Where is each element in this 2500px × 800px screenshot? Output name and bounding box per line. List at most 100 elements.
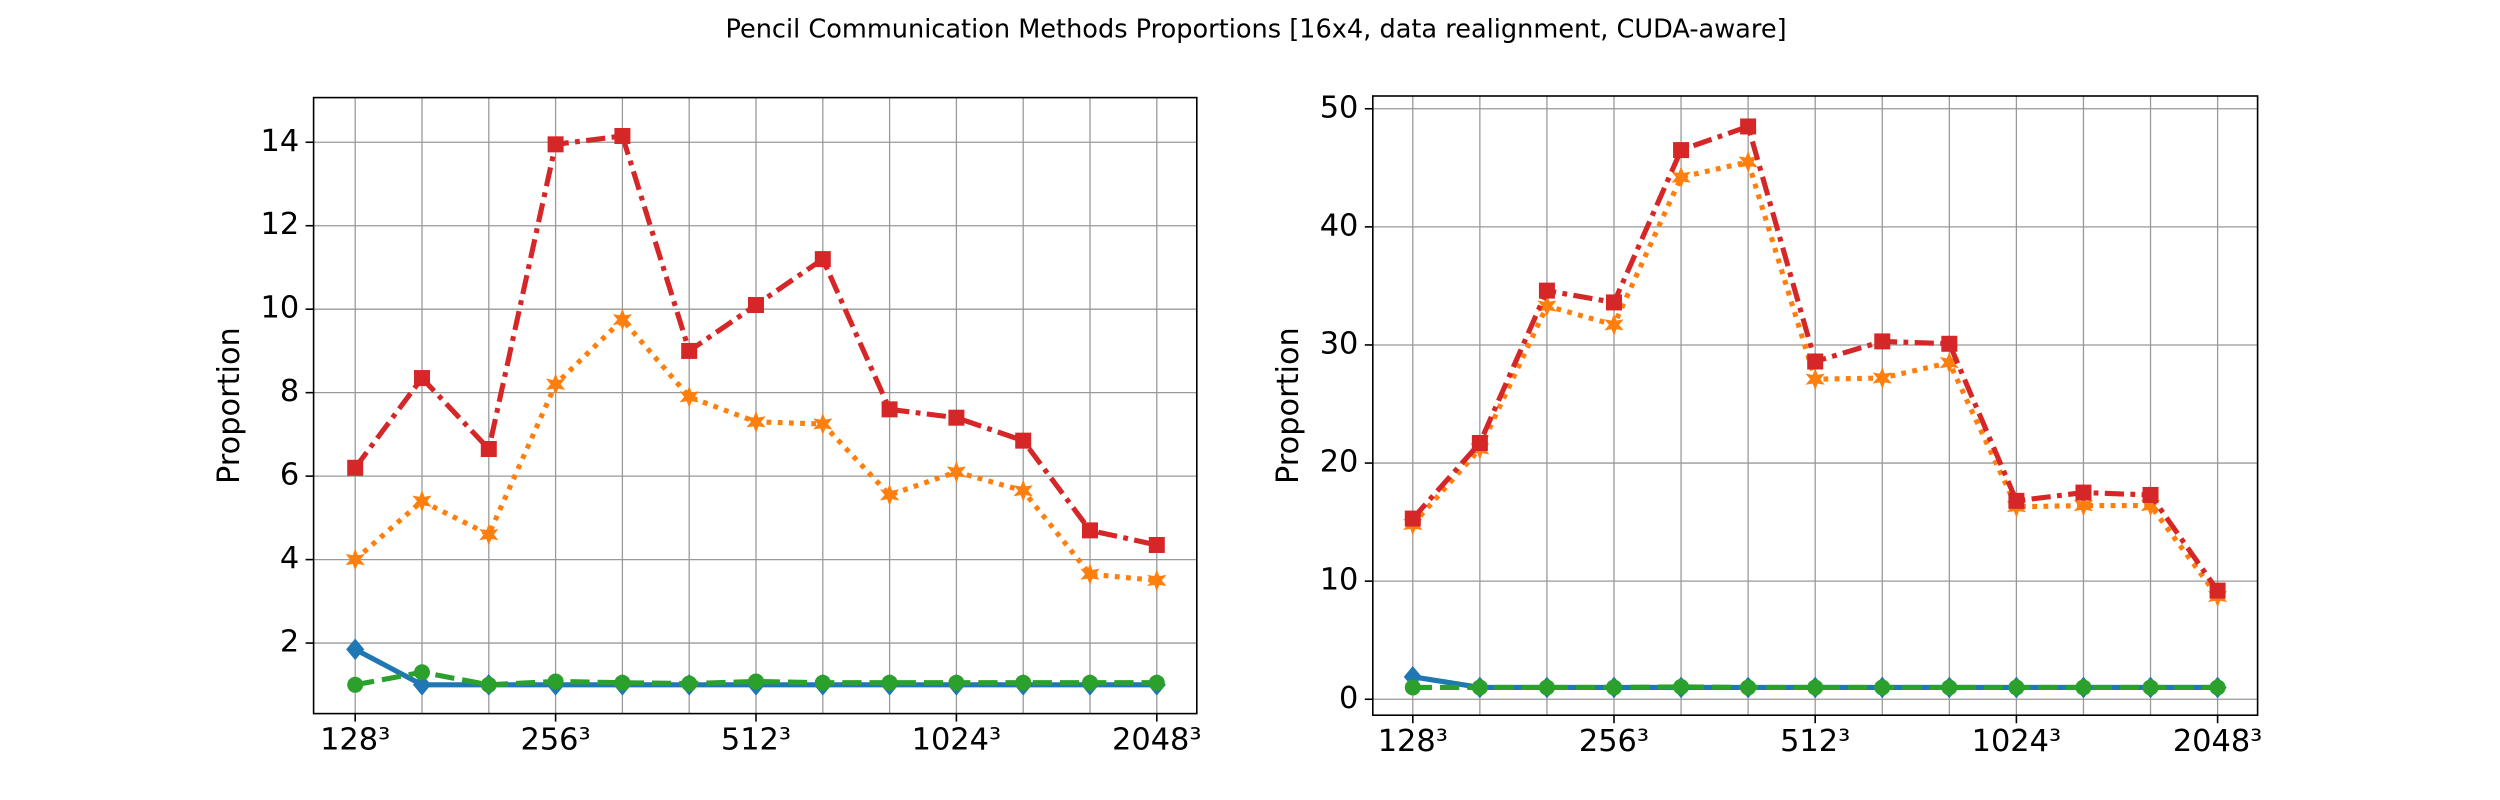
marker xyxy=(881,401,898,418)
x-tick-label: 2048³ xyxy=(2173,724,2263,759)
marker xyxy=(345,548,365,571)
marker xyxy=(2209,582,2226,599)
marker xyxy=(1606,679,1622,696)
marker xyxy=(480,441,497,458)
x-tick-label: 512³ xyxy=(721,722,791,757)
marker xyxy=(1148,674,1165,691)
marker xyxy=(547,136,564,153)
marker xyxy=(2209,679,2226,696)
marker xyxy=(547,673,564,690)
marker xyxy=(2073,494,2094,517)
y-tick-label: 50 xyxy=(1320,90,1359,125)
figure-title: Pencil Communication Methods Proportions… xyxy=(725,14,1786,44)
marker xyxy=(748,297,764,314)
marker xyxy=(2075,484,2092,501)
subplot: 128³ 256³ 512³ 1024³ 2048³ 0 10 20 30 40 50 Proport… xyxy=(1271,90,2262,759)
marker xyxy=(1147,569,1167,592)
marker xyxy=(1148,536,1165,553)
x-tick-label: 2048³ xyxy=(1112,722,1202,757)
marker xyxy=(1404,510,1421,527)
marker xyxy=(1404,679,1421,696)
marker xyxy=(813,412,833,436)
marker xyxy=(1471,434,1488,451)
marker xyxy=(346,638,365,661)
marker xyxy=(679,385,699,408)
marker xyxy=(1538,282,1555,299)
marker xyxy=(1807,353,1824,370)
marker xyxy=(881,674,898,691)
marker xyxy=(614,127,631,144)
x-tick-label: 1024³ xyxy=(912,722,1002,757)
marker xyxy=(681,342,698,359)
marker xyxy=(948,409,965,426)
marker xyxy=(1015,674,1032,691)
marker xyxy=(412,673,432,696)
marker xyxy=(1537,294,1557,318)
marker xyxy=(1013,479,1033,502)
marker xyxy=(546,373,566,396)
marker xyxy=(1941,679,1958,696)
y-tick-label: 20 xyxy=(1320,445,1359,480)
x-tick-label: 256³ xyxy=(1579,724,1649,759)
marker xyxy=(1606,294,1622,311)
marker xyxy=(814,251,831,268)
y-tick-label: 0 xyxy=(1339,681,1358,716)
marker xyxy=(948,674,965,691)
marker xyxy=(1874,333,1891,350)
marker xyxy=(480,676,497,693)
x-tick-label: 128³ xyxy=(1378,724,1448,759)
y-tick-label: 40 xyxy=(1320,208,1359,243)
marker xyxy=(1807,679,1824,696)
marker xyxy=(2075,679,2092,696)
marker xyxy=(1082,522,1098,539)
y-tick-label: 30 xyxy=(1320,326,1359,361)
marker xyxy=(1805,368,1825,391)
y-tick-label: 10 xyxy=(261,291,300,326)
marker xyxy=(1671,166,1691,189)
marker xyxy=(412,490,432,513)
y-tick-label: 10 xyxy=(1320,563,1359,598)
y-tick-label: 8 xyxy=(280,374,299,409)
x-tick-label: 128³ xyxy=(320,722,390,757)
marker xyxy=(479,523,499,546)
marker xyxy=(614,674,631,691)
plot-frame xyxy=(312,96,1198,715)
marker xyxy=(2008,679,2025,696)
marker xyxy=(1874,679,1891,696)
marker xyxy=(1738,150,1758,173)
marker xyxy=(681,675,698,692)
plot-frame xyxy=(1372,95,2259,716)
y-tick-label: 4 xyxy=(280,541,299,576)
marker xyxy=(1538,679,1555,696)
x-tick-label: 1024³ xyxy=(1972,724,2062,759)
marker xyxy=(814,674,831,691)
marker xyxy=(746,410,766,433)
marker xyxy=(2142,486,2159,503)
y-tick-label: 2 xyxy=(280,625,299,660)
marker xyxy=(612,308,632,331)
marker xyxy=(880,483,900,506)
marker xyxy=(347,459,364,476)
marker xyxy=(2008,492,2025,509)
marker xyxy=(2142,679,2159,696)
marker xyxy=(1471,679,1488,696)
marker xyxy=(1673,142,1690,159)
y-axis-label: Proportion xyxy=(1271,327,1306,484)
marker xyxy=(1604,313,1624,336)
marker xyxy=(748,673,764,690)
marker xyxy=(414,664,430,681)
x-tick-label: 256³ xyxy=(520,722,590,757)
marker xyxy=(1941,335,1958,352)
y-tick-label: 12 xyxy=(261,207,300,242)
marker xyxy=(414,370,430,387)
marker xyxy=(1872,366,1892,390)
x-tick-label: 512³ xyxy=(1780,724,1850,759)
marker xyxy=(1082,674,1098,691)
y-axis-label: Proportion xyxy=(212,327,247,484)
marker xyxy=(1740,679,1757,696)
marker xyxy=(347,676,364,693)
subplot: 128³ 256³ 512³ 1024³ 2048³ 2 4 6 8 10 12 14 Proporti… xyxy=(212,96,1202,757)
y-tick-label: 6 xyxy=(280,458,299,493)
